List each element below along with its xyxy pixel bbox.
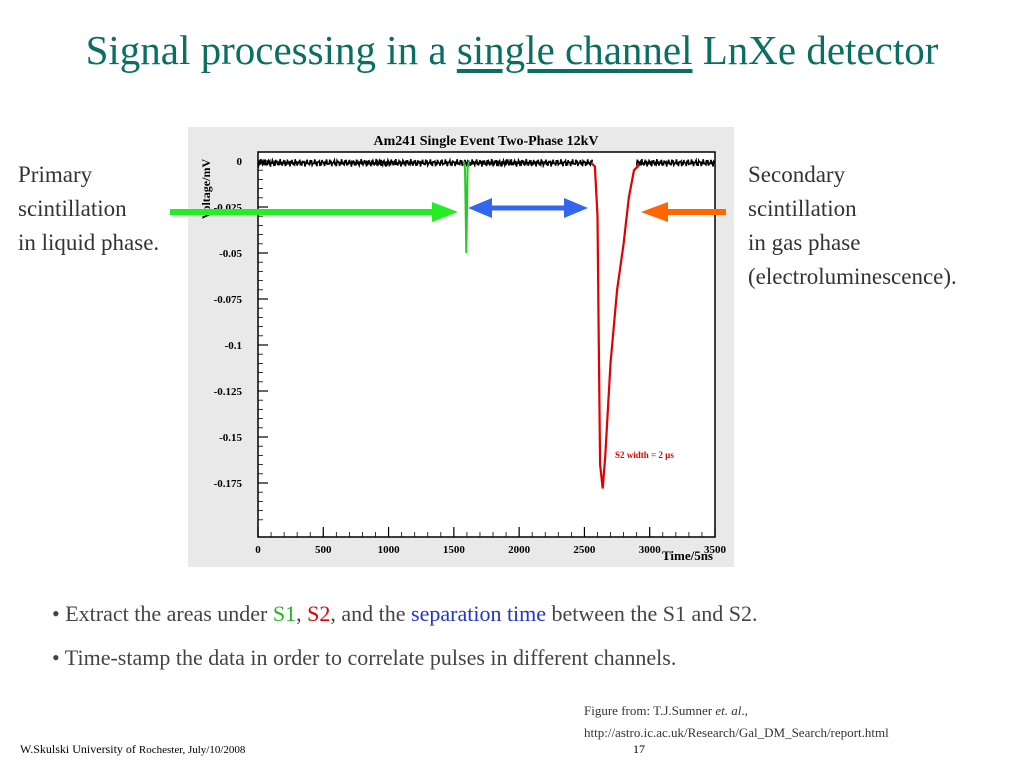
left-label-line: in liquid phase. bbox=[18, 230, 160, 255]
page-number: 17 bbox=[633, 742, 645, 756]
bullet-text: , and the bbox=[330, 601, 412, 626]
title-underlined: single channel bbox=[456, 27, 693, 73]
s2-width-annotation: S2 width = 2 µs bbox=[615, 450, 674, 460]
title-part2: LnXe detector bbox=[692, 27, 939, 73]
y-tick-label: -0.025 bbox=[214, 202, 243, 214]
s1-pulse-trace bbox=[462, 160, 470, 254]
right-label-line: (electroluminescence). bbox=[748, 264, 957, 289]
secondary-scintillation-label: Secondary scintillation in gas phase (el… bbox=[748, 158, 957, 294]
y-tick-label: -0.05 bbox=[219, 248, 242, 260]
right-label-line: Secondary bbox=[748, 162, 846, 187]
x-axis-label: Time/5ns bbox=[662, 548, 713, 563]
x-tick-label: 0 bbox=[255, 544, 261, 556]
x-tick-label: 500 bbox=[315, 544, 332, 556]
s2-pulse-trace bbox=[590, 162, 641, 489]
x-tick-label: 1500 bbox=[443, 544, 466, 556]
bullet-time-stamp: • Time-stamp the data in order to correl… bbox=[52, 645, 677, 670]
figure-credit: Figure from: T.J.Sumner et. al., http://… bbox=[584, 700, 889, 744]
bullet-list: • Extract the areas under S1, S2, and th… bbox=[52, 592, 757, 680]
footer-author-name: W.Skulski University of bbox=[20, 742, 139, 756]
left-label-line: Primary bbox=[18, 162, 93, 187]
s2-text: S2 bbox=[307, 601, 331, 626]
y-tick-label: -0.125 bbox=[214, 386, 243, 398]
right-label-line: in gas phase bbox=[748, 230, 861, 255]
bullet-text: between the S1 and S2. bbox=[546, 601, 758, 626]
y-tick-label: -0.1 bbox=[225, 340, 242, 352]
bullet-text: • Extract the areas under bbox=[52, 601, 273, 626]
y-axis-label: Voltage/mV bbox=[199, 159, 213, 220]
footer-place-date: Rochester, July/10/2008 bbox=[138, 744, 246, 756]
y-tick-label: 0 bbox=[237, 156, 243, 168]
credit-em: et. al bbox=[715, 703, 742, 718]
title-part1: Signal processing in a bbox=[85, 27, 457, 73]
y-tick-label: -0.075 bbox=[214, 294, 243, 306]
credit-post: ., bbox=[741, 703, 748, 718]
x-tick-label: 1000 bbox=[378, 544, 401, 556]
left-label-line: scintillation bbox=[18, 196, 127, 221]
primary-scintillation-label: Primary scintillation in liquid phase. bbox=[18, 158, 159, 260]
s1-text: S1 bbox=[272, 601, 297, 626]
waveform-chart: Am241 Single Event Two-Phase 12kV Voltag… bbox=[199, 134, 727, 563]
bullet-text: , bbox=[296, 601, 308, 626]
separation-time-text: separation time bbox=[411, 601, 547, 626]
x-tick-label: 3000 bbox=[639, 544, 662, 556]
footer-author: W.Skulski University of Rochester, July/… bbox=[20, 742, 245, 757]
chart-title: Am241 Single Event Two-Phase 12kV bbox=[373, 134, 598, 149]
y-tick-label: -0.15 bbox=[219, 432, 242, 444]
y-tick-label: -0.175 bbox=[214, 478, 243, 490]
baseline-trace bbox=[257, 157, 716, 169]
x-tick-label: 3500 bbox=[704, 544, 727, 556]
plot-frame bbox=[257, 151, 716, 538]
x-tick-label: 2500 bbox=[573, 544, 596, 556]
x-tick-label: 2000 bbox=[508, 544, 530, 556]
credit-pre: Figure from: T.J.Sumner bbox=[584, 703, 716, 718]
slide-title: Signal processing in a single channel Ln… bbox=[0, 26, 1024, 74]
waveform-plot: Am241 Single Event Two-Phase 12kV Voltag… bbox=[188, 127, 734, 567]
bullet-extract-areas: • Extract the areas under S1, S2, and th… bbox=[52, 592, 757, 636]
credit-url: http://astro.ic.ac.uk/Research/Gal_DM_Se… bbox=[584, 725, 889, 740]
right-label-line: scintillation bbox=[748, 196, 857, 221]
